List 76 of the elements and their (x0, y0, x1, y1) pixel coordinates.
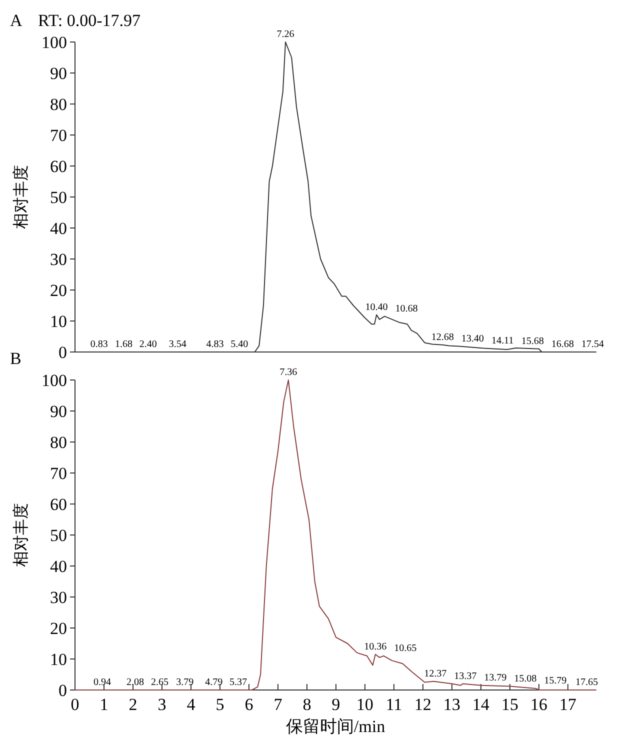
chart-title: A (10, 11, 23, 30)
x-tick-label: 17 (559, 695, 577, 714)
y-tick-label: 20 (50, 618, 67, 638)
y-tick-label: 100 (42, 370, 67, 390)
y-tick-label: 30 (50, 250, 67, 269)
annotation: 7.36 (280, 367, 298, 378)
x-tick-label: 6 (244, 695, 254, 714)
annotation: 15.79 (544, 675, 567, 686)
y-tick-label: 60 (50, 494, 67, 514)
x-tick-label: 2 (128, 695, 138, 714)
x-tick-label: 13 (443, 695, 460, 714)
annotation: 15.68 (521, 336, 544, 347)
y-tick-label: 100 (42, 32, 67, 52)
y-tick-label: 90 (50, 402, 67, 421)
annotation: 1.68 (114, 339, 132, 350)
annotation: 10.65 (394, 642, 417, 654)
annotation: 14.11 (492, 335, 514, 346)
x-tick-label: 16 (530, 695, 548, 714)
y-tick-label: 10 (50, 650, 67, 669)
y-tick-label: 0 (58, 342, 67, 362)
y-tick-label: 20 (50, 280, 67, 300)
x-tick-label: 15 (501, 695, 518, 714)
x-tick-label: 1 (100, 695, 108, 714)
y-tick-label: 50 (50, 188, 67, 207)
y-tick-label: 80 (50, 432, 67, 452)
x-tick-label: 5 (216, 695, 224, 714)
y-tick-label: 30 (50, 588, 67, 607)
annotation: 12.68 (431, 332, 454, 343)
annotation: 7.26 (276, 29, 294, 40)
x-tick-label: 14 (472, 695, 490, 714)
y-tick-label: 90 (50, 64, 67, 83)
annotation: 10.40 (365, 302, 388, 313)
x-tick-label: 7 (274, 695, 283, 714)
annotation: 0.94 (94, 677, 112, 688)
annotation: 10.68 (395, 303, 418, 314)
y-tick-label: 50 (50, 526, 67, 545)
chart-subtitle: RT: 0.00-17.97 (38, 11, 141, 30)
annotation: 16.68 (551, 339, 574, 350)
annotation: 13.40 (461, 333, 484, 344)
annotation: 10.36 (364, 641, 387, 652)
x-tick-label: 11 (386, 695, 402, 714)
y-tick-label: 80 (50, 94, 67, 114)
annotation: 2.40 (139, 339, 157, 350)
y-tick-label: 40 (50, 218, 67, 238)
x-tick-label: 0 (70, 695, 80, 714)
annotation: 13.37 (454, 670, 477, 682)
x-tick-label: 4 (186, 695, 196, 714)
x-tick-label: 8 (302, 695, 312, 714)
annotation: 3.54 (168, 339, 186, 350)
x-tick-label: 3 (158, 695, 166, 714)
annotation: 5.40 (230, 339, 248, 350)
x-tick-label: 10 (356, 695, 374, 714)
x-tick-label: 12 (414, 695, 432, 714)
x-axis-title: 保留时间/min (286, 717, 386, 736)
y-tick-label: 60 (50, 156, 67, 176)
y-axis-title: 相对丰度 (11, 503, 30, 567)
annotation: 0.83 (90, 339, 108, 350)
annotation: 4.79 (205, 677, 223, 688)
annotation: 13.79 (484, 672, 507, 684)
annotation: 5.37 (230, 677, 248, 688)
y-tick-label: 70 (50, 126, 67, 145)
annotation: 12.37 (424, 668, 447, 680)
x-tick-label: 9 (332, 695, 340, 714)
annotation: 17.54 (581, 339, 604, 350)
annotation: 4.83 (206, 339, 224, 350)
y-axis-title: 相对丰度 (11, 165, 30, 229)
annotation: 3.79 (176, 677, 194, 688)
annotation: 2.65 (150, 677, 168, 688)
annotation: 17.65 (575, 677, 598, 688)
y-tick-label: 40 (50, 556, 67, 576)
y-tick-label: 0 (58, 680, 67, 700)
chart-title: B (10, 349, 22, 368)
y-tick-label: 10 (50, 312, 67, 331)
y-tick-label: 70 (50, 464, 67, 483)
annotation: 2.08 (126, 677, 144, 688)
annotation: 15.08 (514, 673, 537, 684)
